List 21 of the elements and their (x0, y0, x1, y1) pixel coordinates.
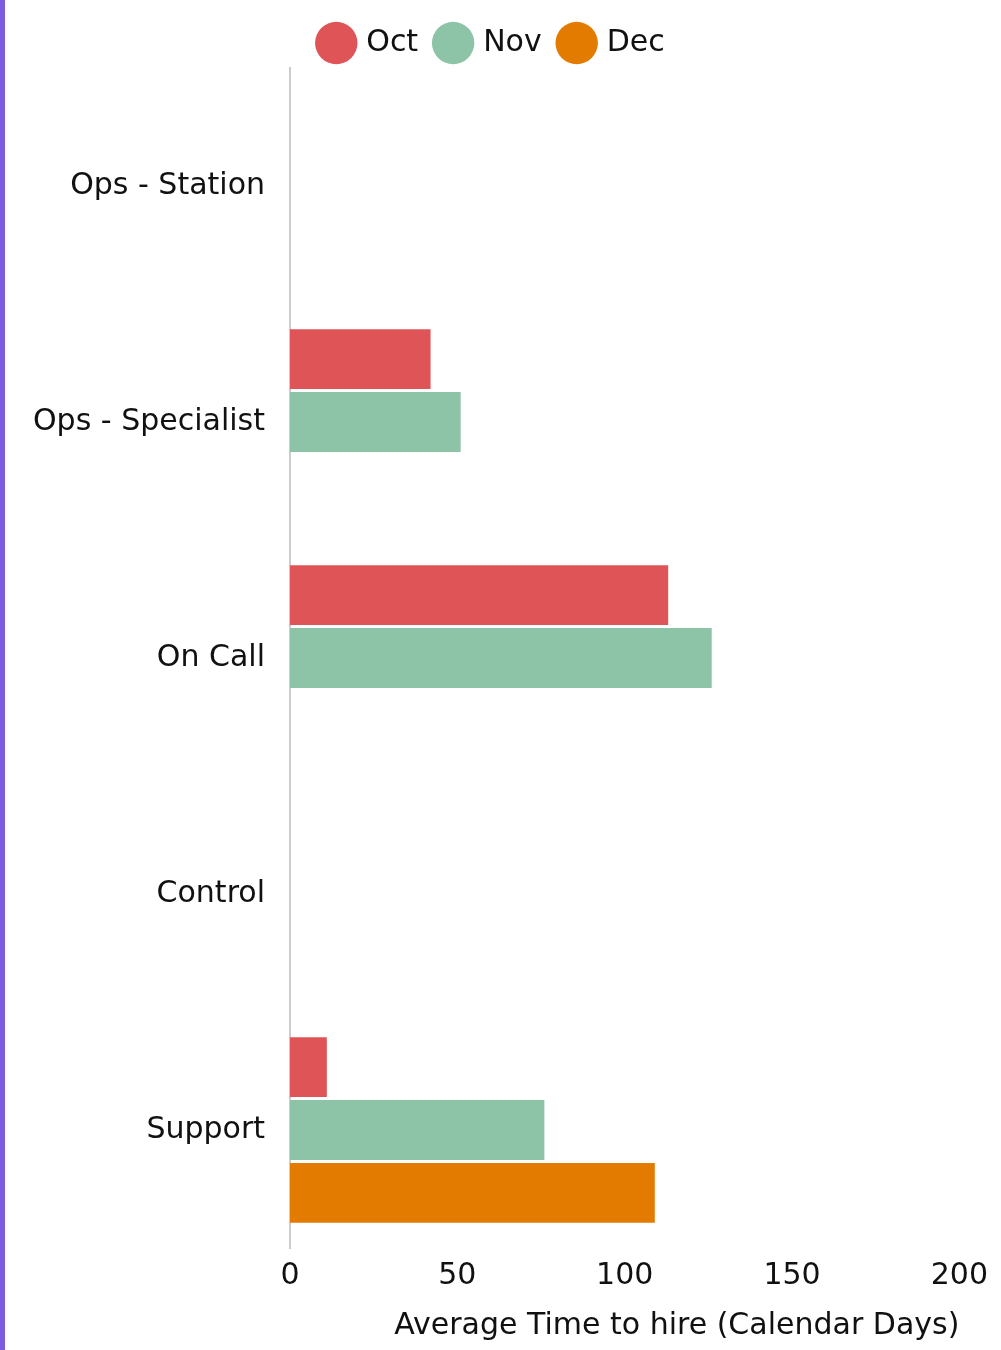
y-tick-label: Control (156, 873, 265, 909)
bar (290, 1037, 327, 1097)
x-tick-label: 100 (596, 1255, 654, 1291)
legend-label: Oct (366, 22, 419, 58)
x-tick-label: 50 (438, 1255, 477, 1291)
x-tick-label: 0 (280, 1255, 300, 1291)
bar (290, 565, 669, 625)
bar (290, 392, 461, 452)
x-tick-label: 150 (763, 1255, 821, 1291)
y-tick-label: On Call (156, 637, 265, 673)
y-tick-label: Ops - Station (70, 165, 265, 201)
x-tick-label: 200 (930, 1255, 988, 1291)
y-tick-label: Ops - Specialist (32, 401, 266, 437)
bar (290, 1100, 545, 1160)
bar (290, 1163, 655, 1223)
bar (290, 329, 431, 389)
legend-label: Nov (483, 22, 542, 58)
y-tick-label: Support (146, 1109, 266, 1145)
legend-label: Dec (606, 22, 665, 58)
x-axis-title: Average Time to hire (Calendar Days) (394, 1305, 960, 1341)
bar (290, 628, 712, 688)
